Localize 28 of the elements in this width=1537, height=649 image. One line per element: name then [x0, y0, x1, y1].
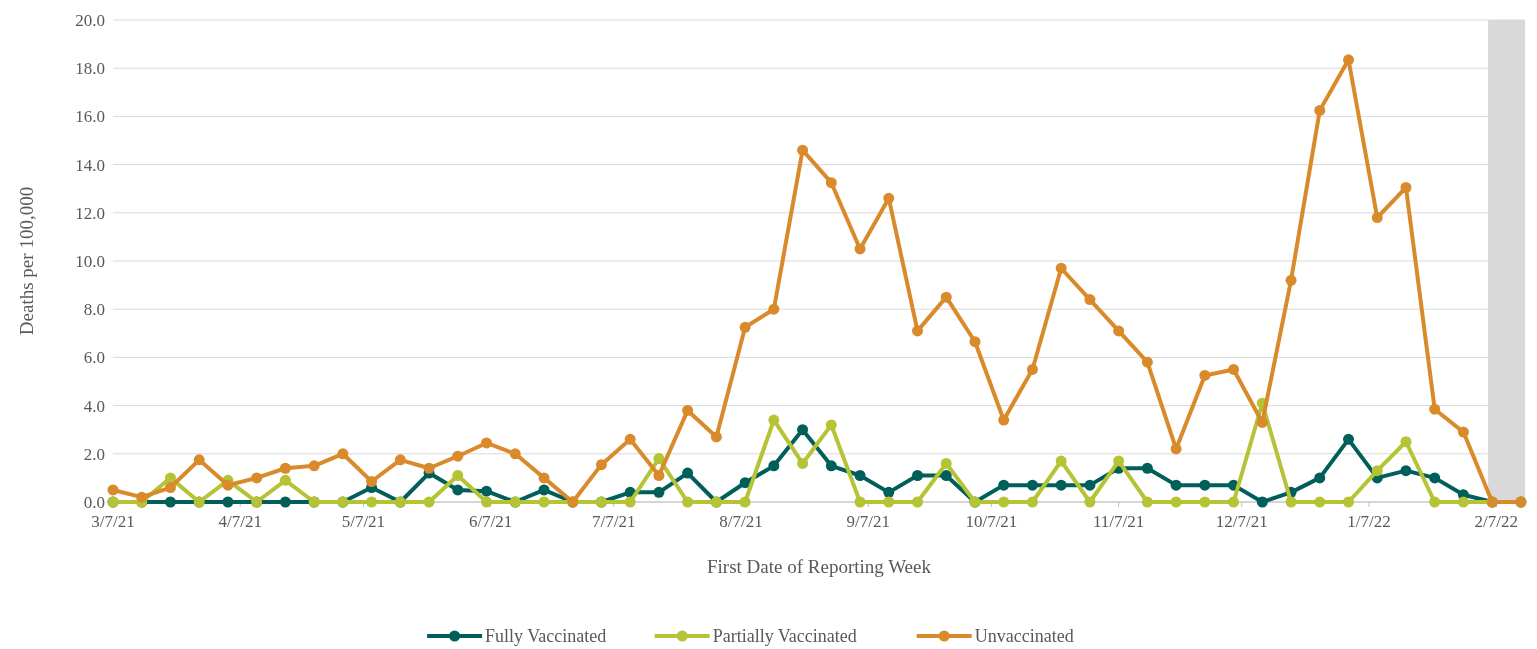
y-tick-label: 4.0 — [83, 396, 105, 416]
x-tick-label: 12/7/21 — [1215, 512, 1268, 531]
x-tick-label: 11/7/21 — [1092, 512, 1145, 531]
y-tick-label: 20.0 — [75, 11, 105, 30]
y-tick-label: 6.0 — [83, 348, 105, 368]
legend-label: Partially Vaccinated — [712, 626, 857, 646]
y-tick-label: 8.0 — [83, 300, 105, 320]
y-tick-label: 12.0 — [75, 203, 105, 223]
y-tick-label: 16.0 — [75, 107, 105, 127]
y-tick-label: 18.0 — [75, 59, 105, 79]
x-tick-label: 9/7/21 — [846, 512, 890, 531]
y-tick-label: 2.0 — [83, 444, 105, 464]
x-tick-label: 6/7/21 — [468, 512, 513, 531]
y-tick-label: 10.0 — [75, 252, 105, 271]
y-axis-title: Deaths per 100,000 — [16, 186, 37, 336]
legend-label: Fully Vaccinated — [485, 626, 607, 646]
x-tick-label: 10/7/21 — [965, 512, 1018, 531]
x-tick-label: 4/7/21 — [218, 512, 262, 531]
x-tick-label: 5/7/21 — [341, 512, 386, 531]
x-tick-label: 8/7/21 — [719, 512, 763, 531]
y-tick-label: 14.0 — [75, 155, 105, 175]
legend-label: Unvaccinated — [974, 626, 1074, 646]
x-axis-title: First Date of Reporting Week — [707, 556, 932, 577]
x-tick-label: 1/7/22 — [1347, 512, 1391, 531]
x-tick-label: 7/7/21 — [592, 512, 636, 531]
y-tick-label: 0.0 — [83, 493, 105, 512]
x-tick-label: 2/7/22 — [1474, 512, 1518, 531]
x-tick-label: 3/7/21 — [91, 512, 135, 531]
